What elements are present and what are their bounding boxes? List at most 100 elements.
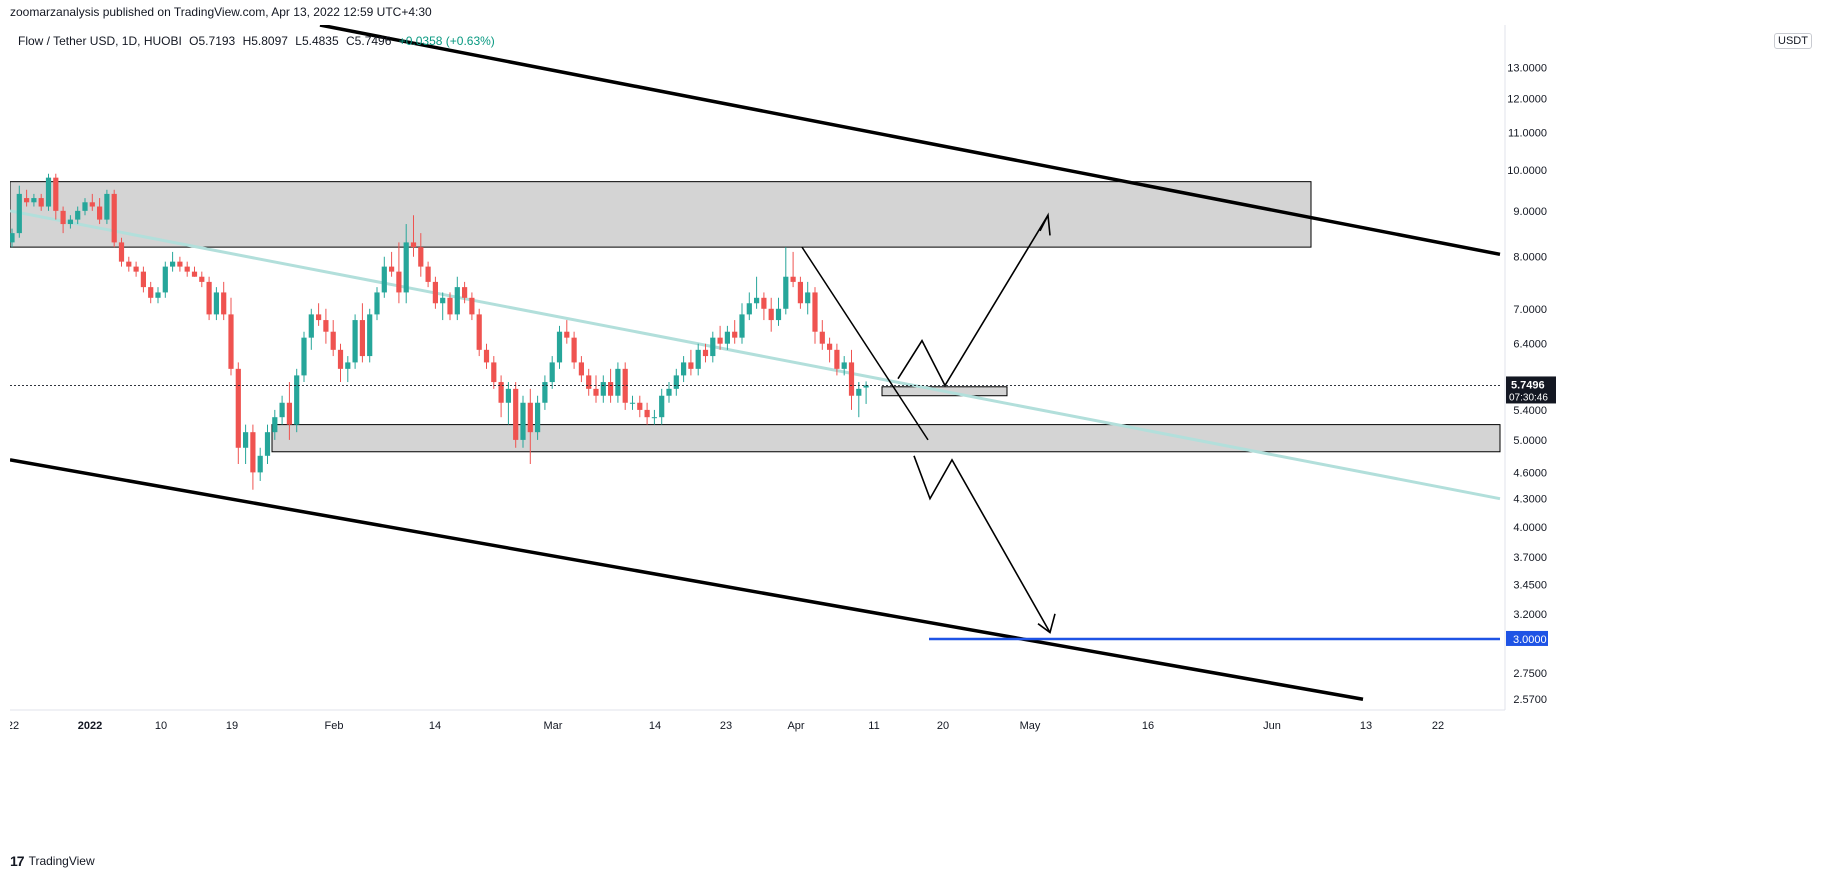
candle — [250, 424, 256, 490]
candle — [578, 356, 584, 383]
price-tick-label: 9.0000 — [1513, 206, 1547, 218]
candle — [761, 292, 767, 321]
candle — [352, 314, 358, 369]
candle — [476, 308, 482, 357]
time-tick-label: 14 — [649, 720, 661, 732]
candle-body — [294, 375, 300, 425]
candle — [702, 343, 709, 363]
candle-body — [717, 337, 723, 344]
candle-body — [447, 297, 453, 315]
candle — [571, 331, 577, 369]
candle — [622, 362, 628, 410]
candle-body — [819, 331, 825, 344]
price-tick-label: 3.7000 — [1513, 552, 1547, 564]
time-tick-label: May — [1020, 720, 1041, 732]
candle — [10, 228, 15, 248]
candle-body — [841, 362, 847, 369]
candle — [111, 189, 117, 248]
candle-body — [790, 276, 796, 282]
candle-body — [746, 303, 752, 315]
candle-body — [308, 314, 314, 338]
candle-body — [432, 281, 438, 304]
candle-body — [600, 382, 606, 396]
candle — [469, 292, 475, 321]
candle-body — [542, 382, 548, 403]
candle — [710, 331, 716, 363]
candle-body — [257, 455, 263, 473]
candle-body — [673, 375, 679, 389]
candle-body — [213, 292, 219, 315]
price-tick-label: 12.0000 — [1507, 94, 1547, 106]
candle-body — [549, 362, 555, 383]
candle-body — [629, 402, 636, 404]
tradingview-brand: TradingView — [28, 854, 95, 868]
candle-body — [535, 402, 541, 433]
candle — [447, 292, 453, 321]
candle-body — [812, 292, 818, 332]
descending-trendline — [801, 246, 929, 441]
candle — [82, 198, 88, 216]
candle — [148, 281, 154, 304]
candle — [140, 266, 146, 293]
candle — [527, 388, 533, 465]
candle-body — [834, 349, 840, 369]
candle-body — [410, 242, 417, 248]
candle-body — [681, 362, 687, 376]
candle — [31, 193, 37, 207]
time-tick-label: 23 — [720, 720, 732, 732]
candle — [746, 292, 752, 321]
candle — [564, 320, 570, 344]
candle-body — [783, 276, 789, 309]
candle-body — [454, 287, 460, 315]
candle — [863, 381, 869, 404]
candle — [812, 287, 818, 344]
candle-body — [10, 233, 15, 243]
candle — [549, 356, 555, 389]
candle-body — [31, 198, 37, 203]
candle — [673, 368, 679, 396]
candle — [739, 303, 745, 344]
candle-body — [264, 432, 271, 456]
candle — [323, 308, 329, 344]
candle-body — [827, 343, 833, 350]
candle — [491, 356, 497, 389]
candle-body — [111, 193, 117, 243]
candle-body — [739, 314, 745, 338]
candle — [695, 343, 701, 376]
candle-body — [359, 320, 365, 357]
price-tick-label: 3.2000 — [1513, 609, 1547, 621]
candle-body — [644, 409, 650, 418]
candle — [162, 261, 168, 298]
price-tick-label: 5.0000 — [1513, 435, 1547, 447]
candle-body — [476, 314, 482, 350]
last-price-label: 5.7496 — [1511, 379, 1545, 391]
candle-body — [301, 337, 307, 376]
candle-body — [578, 362, 584, 376]
candle-body — [337, 349, 344, 369]
candle-body — [367, 314, 373, 357]
candle-body — [848, 362, 855, 396]
price-tick-label: 2.7500 — [1513, 668, 1547, 680]
price-chart[interactable]: 2.5700 2.7500 3.2000 3.4500 3.7000 4.0000 4.30… — [10, 25, 1834, 850]
trendlines — [10, 25, 1501, 701]
bullish-arrowhead — [1039, 212, 1051, 236]
candle — [644, 402, 650, 425]
candle — [797, 276, 803, 309]
candle — [170, 251, 176, 272]
target-price-badge — [1506, 630, 1548, 646]
legend-high: H5.8097 — [242, 34, 288, 48]
candle — [418, 233, 424, 277]
candle — [374, 287, 380, 321]
price-tick-label: 3.4500 — [1513, 579, 1547, 591]
price-tick-label: 4.6000 — [1513, 467, 1547, 479]
currency-unit-button[interactable]: USDT — [1774, 33, 1812, 49]
candle — [213, 287, 219, 321]
price-tick-label: 8.0000 — [1513, 252, 1547, 264]
candle — [279, 395, 285, 425]
candle-body — [622, 368, 628, 403]
candle — [97, 198, 103, 225]
candle — [629, 395, 636, 410]
candle — [520, 395, 526, 448]
tradingview-logo-icon: 17 — [10, 853, 25, 869]
candle — [556, 325, 563, 369]
